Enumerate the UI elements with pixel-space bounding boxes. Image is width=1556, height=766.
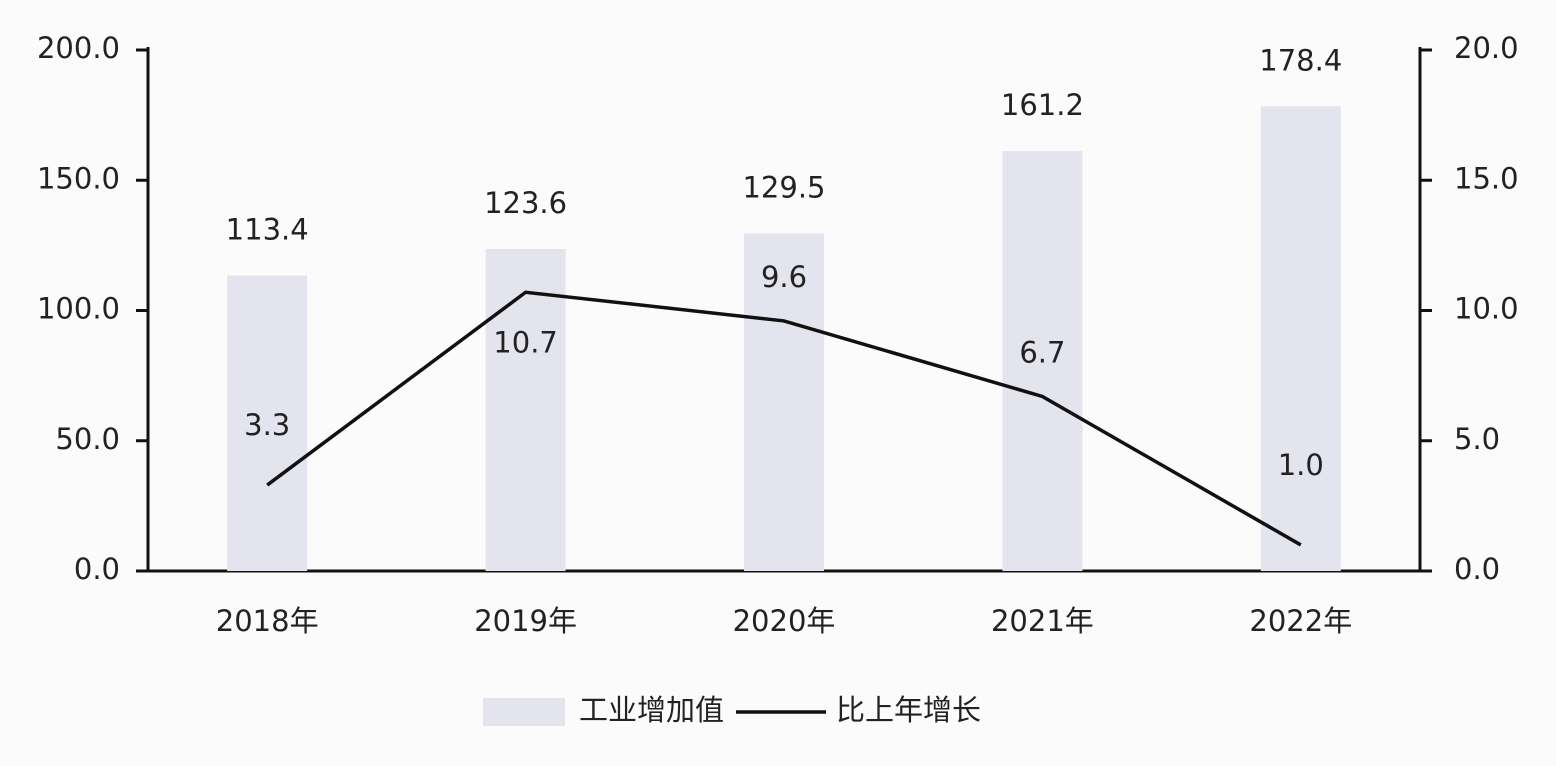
x-tick-label: 2020年 <box>733 604 836 638</box>
line-value-label: 9.6 <box>761 260 807 294</box>
y-tick-label: 50.0 <box>55 422 120 456</box>
legend-swatch <box>483 698 565 726</box>
x-tick-label: 2022年 <box>1249 604 1352 638</box>
bar <box>1002 151 1083 571</box>
bar <box>744 233 824 571</box>
y-tick-label: 200.0 <box>37 31 120 65</box>
legend-label: 比上年增长 <box>836 693 981 727</box>
bar-value-label: 113.4 <box>226 213 309 247</box>
bar <box>227 275 308 571</box>
y-tick-label: 100.0 <box>37 292 120 326</box>
bar <box>485 249 566 571</box>
line-value-label: 3.3 <box>244 408 290 442</box>
x-tick-label: 2021年 <box>991 604 1094 638</box>
legend-label: 工业增加值 <box>579 693 724 727</box>
y2-tick-label: 10.0 <box>1454 292 1519 326</box>
line <box>266 290 1302 547</box>
line-value-label: 1.0 <box>1278 448 1324 482</box>
y2-tick-label: 20.0 <box>1454 31 1519 65</box>
y2-tick-label: 5.0 <box>1454 422 1500 456</box>
bar-value-label: 161.2 <box>1001 88 1084 122</box>
bar <box>1260 106 1341 571</box>
x-tick-label: 2018年 <box>216 604 319 638</box>
y2-tick-label: 0.0 <box>1454 552 1500 586</box>
bar-value-label: 178.4 <box>1259 43 1342 77</box>
bar-value-label: 123.6 <box>484 186 567 220</box>
y2-tick-label: 15.0 <box>1454 161 1519 195</box>
line-value-label: 10.7 <box>493 325 558 359</box>
bar-value-label: 129.5 <box>742 171 825 205</box>
x-tick-label: 2019年 <box>474 604 577 638</box>
line-value-label: 6.7 <box>1019 335 1065 369</box>
y-tick-label: 0.0 <box>74 552 120 586</box>
y-tick-label: 150.0 <box>37 161 120 195</box>
